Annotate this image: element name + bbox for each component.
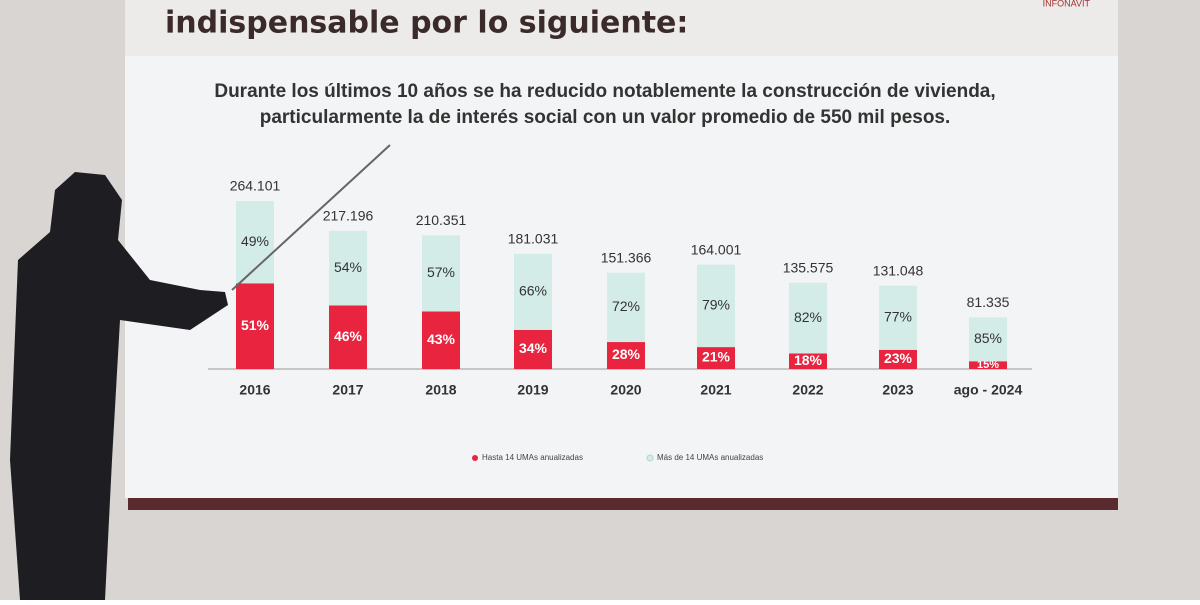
- value-label: 21%: [702, 349, 731, 365]
- value-label: 23%: [884, 350, 913, 366]
- presenter: [10, 172, 228, 600]
- bar-segment: [969, 361, 1007, 369]
- x-tick-label: 2020: [610, 382, 641, 398]
- bar-segment: [514, 329, 552, 369]
- legend-label: Hasta 14 UMAs anualizadas: [482, 453, 583, 462]
- bar-segment: [236, 283, 274, 369]
- slide: [125, 0, 1118, 498]
- value-label: 57%: [427, 264, 455, 280]
- pointer: [231, 144, 391, 291]
- value-label: 54%: [334, 259, 362, 275]
- total-label: 210.351: [416, 212, 467, 228]
- total-label: 81.335: [967, 294, 1010, 310]
- total-label: 264.101: [230, 178, 281, 194]
- value-label: 79%: [702, 297, 730, 313]
- x-tick-label: ago - 2024: [954, 382, 1023, 398]
- bar-segment: [789, 353, 827, 369]
- subtitle: particularmente la de interés social con…: [260, 107, 951, 128]
- total-label: 135.575: [783, 259, 834, 275]
- value-label: 15%: [977, 359, 999, 371]
- value-label: 66%: [519, 283, 547, 299]
- logo: INFONAVIT: [1043, 0, 1091, 8]
- value-label: 51%: [241, 317, 270, 333]
- bar-segment: [879, 285, 917, 350]
- slide-footer-bar: [128, 498, 1118, 510]
- bar-segment: [422, 235, 460, 312]
- legend-swatch: [646, 454, 654, 462]
- bar-segment: [879, 349, 917, 369]
- bar-segment: [514, 253, 552, 330]
- value-label: 18%: [794, 352, 823, 368]
- total-label: 151.366: [601, 249, 652, 265]
- bar-segment: [969, 317, 1007, 362]
- x-tick-label: 2022: [792, 382, 823, 398]
- legend-label: Más de 14 UMAs anualizadas: [657, 453, 763, 462]
- total-label: 217.196: [323, 208, 374, 224]
- marks: 51% 49% 264.101 2016 46% 54% 217.196 2017 43% 57%…: [230, 178, 1023, 462]
- value-label: 28%: [612, 346, 641, 362]
- bar-segment: [329, 305, 367, 369]
- legend-swatch: [472, 455, 478, 461]
- x-tick-label: 2017: [332, 382, 363, 398]
- bar-segment: [697, 347, 735, 369]
- x-tick-label: 2019: [517, 382, 548, 398]
- value-label: 72%: [612, 298, 640, 314]
- bar-segment: [697, 264, 735, 348]
- x-tick-label: 2018: [425, 382, 456, 398]
- bar-segment: [607, 342, 645, 369]
- total-label: 181.031: [508, 231, 559, 247]
- x-tick-label: 2016: [239, 382, 270, 398]
- x-tick-label: 2023: [882, 382, 913, 398]
- value-label: 77%: [884, 308, 912, 324]
- x-tick-label: 2021: [700, 382, 731, 398]
- total-label: 164.001: [691, 241, 742, 257]
- value-label: 49%: [241, 233, 269, 249]
- chart-title: indispensable por lo siguiente:: [165, 6, 688, 41]
- value-label: 85%: [974, 330, 1002, 346]
- bar-segment: [789, 282, 827, 354]
- bar-segment: [422, 311, 460, 369]
- slide-header: [125, 0, 1118, 56]
- subtitle: Durante los últimos 10 años se ha reduci…: [214, 81, 995, 102]
- value-label: 34%: [519, 340, 548, 356]
- bar-segment: [329, 230, 367, 306]
- total-label: 131.048: [873, 262, 924, 278]
- value-label: 43%: [427, 331, 456, 347]
- value-label: 82%: [794, 309, 822, 325]
- bar-segment: [607, 272, 645, 343]
- value-label: 46%: [334, 328, 363, 344]
